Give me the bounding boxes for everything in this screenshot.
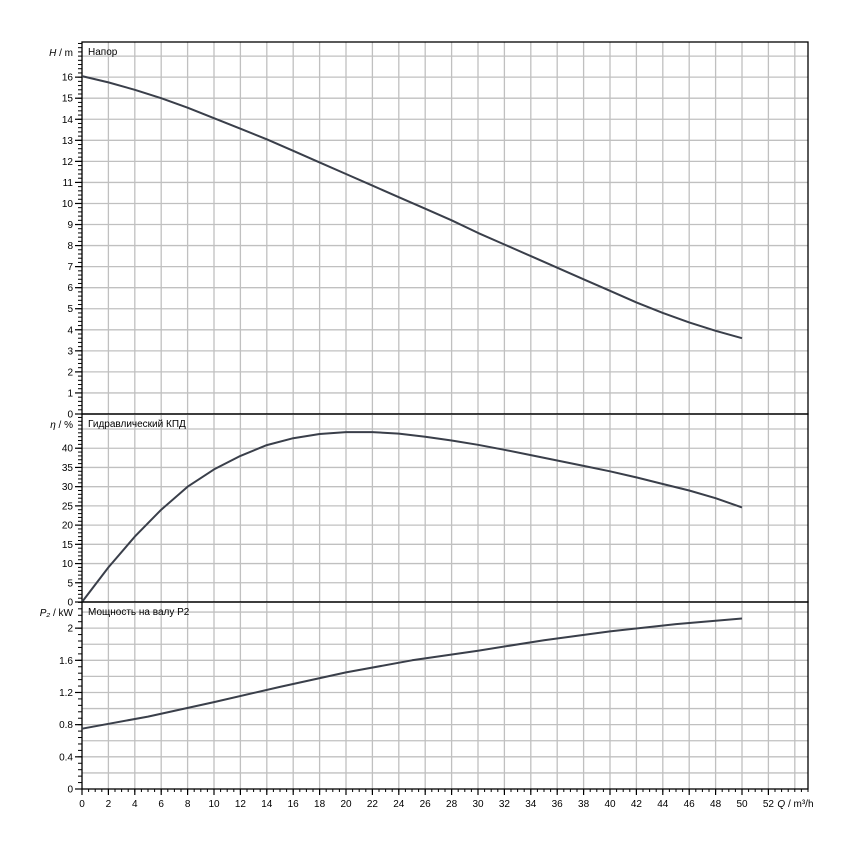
x-tick-label: 14 bbox=[261, 799, 273, 810]
y-tick-label: 4 bbox=[67, 325, 73, 336]
panel-frame bbox=[81, 413, 809, 603]
y-tick-label: 0 bbox=[67, 410, 73, 421]
panel-2: 0 5 10 15 20 25 30 35 40 η / % Гидравлический КПД bbox=[50, 413, 809, 609]
y-tick-label: 0.8 bbox=[59, 720, 73, 731]
x-tick-label: 16 bbox=[288, 799, 300, 810]
y-tick-label: 8 bbox=[67, 241, 73, 252]
y-tick-label: 1.6 bbox=[59, 656, 73, 667]
series-line bbox=[81, 431, 743, 603]
x-tick-label: 34 bbox=[525, 799, 537, 810]
x-tick-label: 50 bbox=[736, 799, 748, 810]
y-axis-label: η / % bbox=[50, 420, 73, 431]
x-tick-label: 48 bbox=[710, 799, 722, 810]
y-tick-label: 10 bbox=[62, 559, 74, 570]
y-tick-label: 3 bbox=[67, 346, 73, 357]
x-tick-label: 6 bbox=[158, 799, 164, 810]
y-tick-label: 0 bbox=[67, 598, 73, 609]
x-tick-label: 38 bbox=[578, 799, 590, 810]
panel-frame bbox=[81, 601, 809, 790]
y-tick-label: 2 bbox=[67, 367, 73, 378]
y-tick-label: 30 bbox=[62, 482, 74, 493]
x-tick-label: 24 bbox=[393, 799, 405, 810]
panel-3: 0 0.4 0.8 1.2 1.6 2 P₂ / kW Мощность на валу P2 bbox=[40, 601, 809, 796]
panel-title: Гидравлический КПД bbox=[88, 419, 186, 430]
x-tick-label: 20 bbox=[340, 799, 352, 810]
y-tick-label: 13 bbox=[62, 136, 74, 147]
y-tick-label: 1.2 bbox=[59, 688, 73, 699]
x-tick-label: 30 bbox=[472, 799, 484, 810]
x-axis-label: Q / m³/h bbox=[777, 799, 813, 810]
y-tick-label: 5 bbox=[67, 304, 73, 315]
x-tick-label: 4 bbox=[132, 799, 138, 810]
y-tick-label: 10 bbox=[62, 199, 74, 210]
x-tick-label: 42 bbox=[631, 799, 643, 810]
x-tick-label: 32 bbox=[499, 799, 511, 810]
x-tick-label: 22 bbox=[367, 799, 379, 810]
x-tick-label: 46 bbox=[684, 799, 696, 810]
panel-title: Напор bbox=[88, 47, 118, 58]
x-tick-label: 36 bbox=[552, 799, 564, 810]
x-tick-label: 8 bbox=[185, 799, 191, 810]
x-tick-label: 10 bbox=[208, 799, 220, 810]
x-tick-label: 18 bbox=[314, 799, 326, 810]
y-tick-label: 9 bbox=[67, 220, 73, 231]
x-tick-label: 12 bbox=[235, 799, 247, 810]
y-tick-label: 1 bbox=[67, 388, 73, 399]
y-tick-label: 15 bbox=[62, 540, 74, 551]
series-line bbox=[81, 75, 743, 340]
x-tick-label: 40 bbox=[604, 799, 616, 810]
y-tick-label: 5 bbox=[67, 578, 73, 589]
y-tick-label: 12 bbox=[62, 157, 74, 168]
x-tick-label: 44 bbox=[657, 799, 669, 810]
y-tick-label: 0 bbox=[67, 785, 73, 796]
panel-title: Мощность на валу P2 bbox=[88, 607, 190, 618]
y-tick-label: 15 bbox=[62, 94, 74, 105]
y-tick-label: 20 bbox=[62, 521, 74, 532]
y-tick-label: 2 bbox=[67, 624, 73, 635]
y-tick-label: 0.4 bbox=[59, 752, 73, 763]
x-tick-label: 52 bbox=[763, 799, 775, 810]
y-tick-label: 40 bbox=[62, 444, 74, 455]
y-axis-label: H / m bbox=[49, 48, 73, 59]
x-tick-label: 26 bbox=[420, 799, 432, 810]
y-tick-label: 35 bbox=[62, 463, 74, 474]
x-tick-label: 28 bbox=[446, 799, 458, 810]
y-tick-label: 6 bbox=[67, 283, 73, 294]
y-axis-label: P₂ / kW bbox=[40, 608, 74, 619]
y-tick-label: 25 bbox=[62, 501, 74, 512]
series-line bbox=[81, 617, 743, 730]
y-tick-label: 11 bbox=[63, 178, 74, 189]
y-tick-label: 16 bbox=[62, 73, 74, 84]
y-tick-label: 14 bbox=[62, 115, 74, 126]
y-tick-label: 7 bbox=[67, 262, 73, 273]
x-tick-label: 2 bbox=[106, 799, 112, 810]
x-tick-label: 0 bbox=[79, 799, 85, 810]
